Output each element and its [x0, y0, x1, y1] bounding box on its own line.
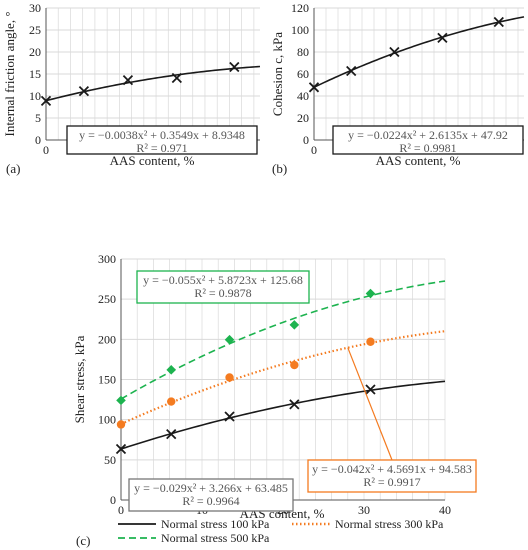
panel-label: (a) [6, 161, 20, 176]
data-point-x [389, 46, 400, 58]
trendline-normal-stress-300-kpa [120, 330, 446, 426]
x-tick-label: 0 [43, 143, 49, 157]
data-point-x [115, 443, 127, 455]
y-axis-title: Internal friction angle, ° [2, 11, 17, 136]
legend-label: Normal stress 300 kPa [335, 517, 444, 531]
y-tick-label: 100 [98, 413, 116, 427]
x-axis-title: AAS content, % [376, 153, 461, 168]
label-connector [347, 347, 393, 461]
data-point-diamond [166, 365, 177, 375]
trendline-normal-stress-100-kpa [120, 380, 446, 450]
x-tick-label: 0 [118, 503, 124, 517]
y-tick-label: 30 [29, 1, 41, 15]
data-point-x [493, 16, 504, 28]
y-tick-label: 0 [35, 133, 41, 147]
data-point-x [365, 384, 376, 395]
chart-panel-b: 0204060801001200102030AAS content, %Cohe… [270, 1, 525, 176]
y-tick-label: 0 [110, 493, 116, 507]
legend-label: Normal stress 500 kPa [161, 531, 270, 545]
r-squared-text: R² = 0.9917 [363, 475, 420, 489]
y-tick-label: 250 [98, 292, 116, 306]
equation-text: y = −0.0038x² + 0.3549x + 8.9348 [79, 128, 245, 142]
y-tick-label: 200 [98, 332, 116, 346]
trendline-series-0 [313, 16, 525, 89]
data-point-x [166, 428, 177, 440]
equation-text: y = −0.0224x² + 2.6135x + 47.92 [348, 128, 508, 142]
equation-box [307, 459, 477, 493]
data-point-x [229, 61, 240, 73]
legend-label: Normal stress 100 kPa [161, 517, 270, 531]
equation-box [128, 478, 294, 512]
y-tick-label: 40 [297, 89, 309, 103]
data-point-circle [290, 360, 299, 370]
x-tick-label: 40 [439, 503, 451, 517]
data-point-x [40, 95, 52, 106]
data-point-diamond [289, 320, 300, 330]
y-tick-label: 25 [29, 23, 41, 37]
r-squared-text: R² = 0.9878 [194, 286, 251, 300]
y-tick-label: 5 [35, 111, 41, 125]
legend: Normal stress 100 kPa Normal stress 300 k… [118, 517, 444, 545]
y-tick-label: 100 [291, 23, 309, 37]
equation-text: y = −0.055x² + 5.8723x + 125.68 [143, 273, 303, 287]
y-tick-label: 150 [98, 373, 116, 387]
r-squared-text: R² = 0.9964 [182, 494, 239, 508]
panel-label: (c) [76, 533, 90, 548]
data-point-x [78, 86, 90, 97]
data-point-diamond [365, 288, 376, 299]
x-axis-title: AAS content, % [110, 153, 195, 168]
data-point-x [171, 72, 182, 84]
data-point-circle [366, 337, 375, 346]
y-axis-title: Shear stress, kPa [72, 335, 87, 423]
data-point-diamond [224, 334, 235, 345]
y-tick-label: 120 [291, 1, 309, 15]
chart-panel-a: 0510152025300102030AAS content, %Interna… [2, 1, 261, 176]
y-tick-label: 20 [29, 45, 41, 59]
data-point-x [122, 75, 134, 86]
equation-text: y = −0.029x² + 3.266x + 63.485 [134, 481, 288, 495]
chart-panel-c: 050100150200250300010203040AAS content, … [72, 252, 477, 548]
data-point-circle [167, 397, 176, 406]
y-tick-label: 300 [98, 252, 116, 266]
y-tick-label: 20 [297, 111, 309, 125]
equation-box [136, 270, 310, 304]
y-tick-label: 15 [29, 67, 41, 81]
y-tick-label: 0 [303, 133, 309, 147]
data-point-x [346, 65, 357, 77]
equation-box [66, 125, 258, 155]
r-squared-text: R² = 0.9981 [399, 141, 456, 155]
data-point-circle [116, 420, 126, 429]
data-point-diamond [116, 395, 126, 406]
data-point-x [308, 82, 320, 93]
r-squared-text: R² = 0.971 [136, 141, 187, 155]
equation-text: y = −0.042x² + 4.5691x + 94.583 [312, 462, 472, 476]
data-point-circle [225, 373, 234, 382]
y-axis-title: Cohesion c, kPa [270, 32, 285, 116]
x-tick-label: 30 [358, 503, 370, 517]
y-tick-label: 50 [104, 453, 116, 467]
data-point-x [289, 399, 300, 410]
panel-label: (b) [272, 161, 287, 176]
y-tick-label: 60 [297, 67, 309, 81]
equation-box [332, 125, 524, 155]
y-tick-label: 10 [29, 89, 41, 103]
data-point-x [224, 411, 235, 422]
x-tick-label: 0 [311, 143, 317, 157]
y-tick-label: 80 [297, 45, 309, 59]
data-point-x [437, 32, 448, 44]
